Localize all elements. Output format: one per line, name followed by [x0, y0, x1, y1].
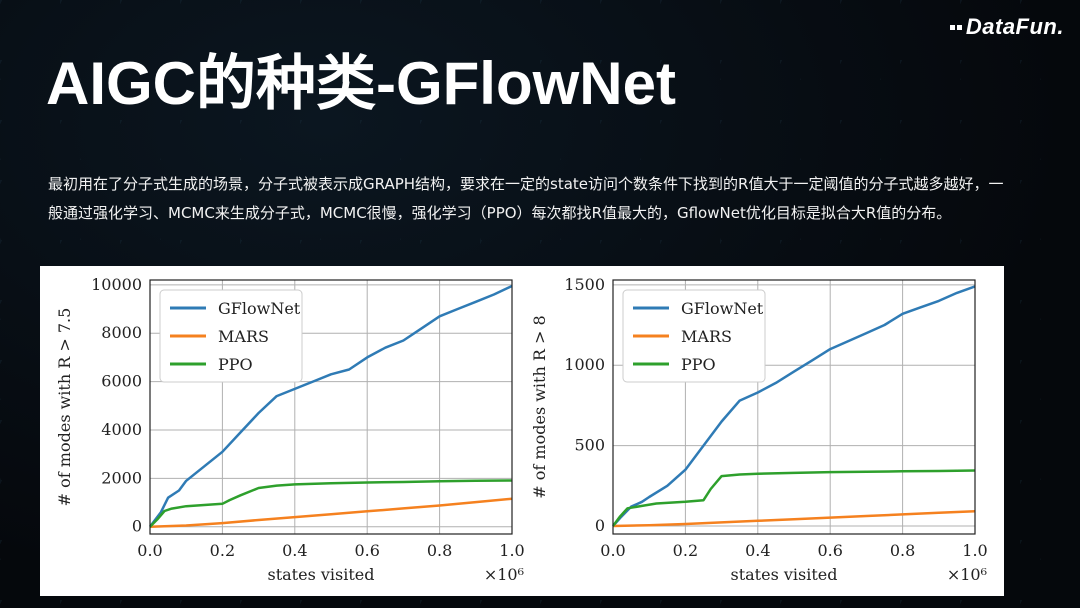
chart2-x-tick-label: 0.0: [600, 541, 625, 560]
chart2-x-axis-label: states visited: [731, 565, 838, 584]
chart2-x-tick-label: 0.4: [745, 541, 770, 560]
chart1-x-tick-label: 0.8: [427, 541, 452, 560]
chart1-y-tick-label: 10000: [91, 275, 142, 294]
chart2-x-tick-label: 0.6: [817, 541, 842, 560]
chart2-legend-label-mars: MARS: [681, 327, 732, 346]
chart2-series-ppo: [611, 469, 976, 527]
chart2-y-tick-label: 500: [574, 436, 605, 455]
chart2-legend-label-gflownet: GFlowNet: [681, 299, 764, 318]
chart2-y-tick-label: 1500: [564, 275, 605, 294]
chart1-legend-box: [159, 289, 303, 383]
chart1-y-tick-label: 0: [132, 517, 142, 536]
chart2-series-gflownet: [612, 285, 976, 527]
chart1-x-axis-label: states visited: [268, 565, 375, 584]
chart2-x-multiplier-label: ×10⁶: [947, 565, 987, 584]
chart1-x-tick-label: 0.0: [137, 541, 162, 560]
chart1-series-gflownet: [148, 284, 513, 528]
chart2-x-tick-label: 0.2: [673, 541, 698, 560]
chart1-y-tick-label: 4000: [101, 420, 142, 439]
chart1-y-tick-label: 8000: [101, 323, 142, 342]
datafun-logo: DataFun.: [949, 14, 1064, 40]
figure-panel: 0.0 0.2 0.4 0.6 0.8 1.0 0 2000 4000 6000 8000 10000…: [40, 266, 1004, 596]
chart1-series-mars: [149, 497, 513, 528]
chart1-y-tick-label: 2000: [101, 468, 142, 487]
chart2-plot-frame: [612, 279, 976, 535]
chart1-legend-label-mars: MARS: [218, 327, 269, 346]
chart1-x-tick-label: 0.2: [210, 541, 235, 560]
chart1-plot-frame: [149, 279, 513, 535]
chart1-series-ppo: [149, 479, 513, 528]
chart1-legend-label-ppo: PPO: [218, 355, 253, 374]
chart1-y-axis-label: # of modes with R > 7.5: [55, 308, 74, 507]
chart2-x-tick-label: 1.0: [962, 541, 987, 560]
chart1-legend-label-gflownet: GFlowNet: [218, 299, 301, 318]
chart2-y-axis-label: # of modes with R > 8: [530, 315, 549, 498]
chart1-x-multiplier-label: ×10⁶: [484, 565, 524, 584]
chart1-x-tick-label: 0.4: [282, 541, 307, 560]
slide-description: 最初用在了分子式生成的场景，分子式被表示成GRAPH结构，要求在一定的state…: [48, 175, 1004, 222]
chart1-y-tick-label: 6000: [101, 372, 142, 391]
logo-dots-icon: [949, 24, 962, 30]
chart2-legend-label-ppo: PPO: [681, 355, 716, 374]
charts-svg: 0.0 0.2 0.4 0.6 0.8 1.00200040006000800010000…: [55, 275, 988, 584]
chart1-x-tick-label: 0.6: [354, 541, 379, 560]
slide-title: AIGC的种类-GFlowNet: [46, 50, 676, 117]
chart2-y-tick-label: 0: [595, 516, 605, 535]
chart2-legend-box: [622, 289, 766, 383]
logo-text: DataFun.: [965, 14, 1064, 39]
chart2-x-tick-label: 0.8: [890, 541, 915, 560]
chart1-x-tick-label: 1.0: [499, 541, 524, 560]
chart2-y-tick-label: 1000: [564, 355, 605, 374]
chart2-series-mars: [612, 509, 976, 528]
